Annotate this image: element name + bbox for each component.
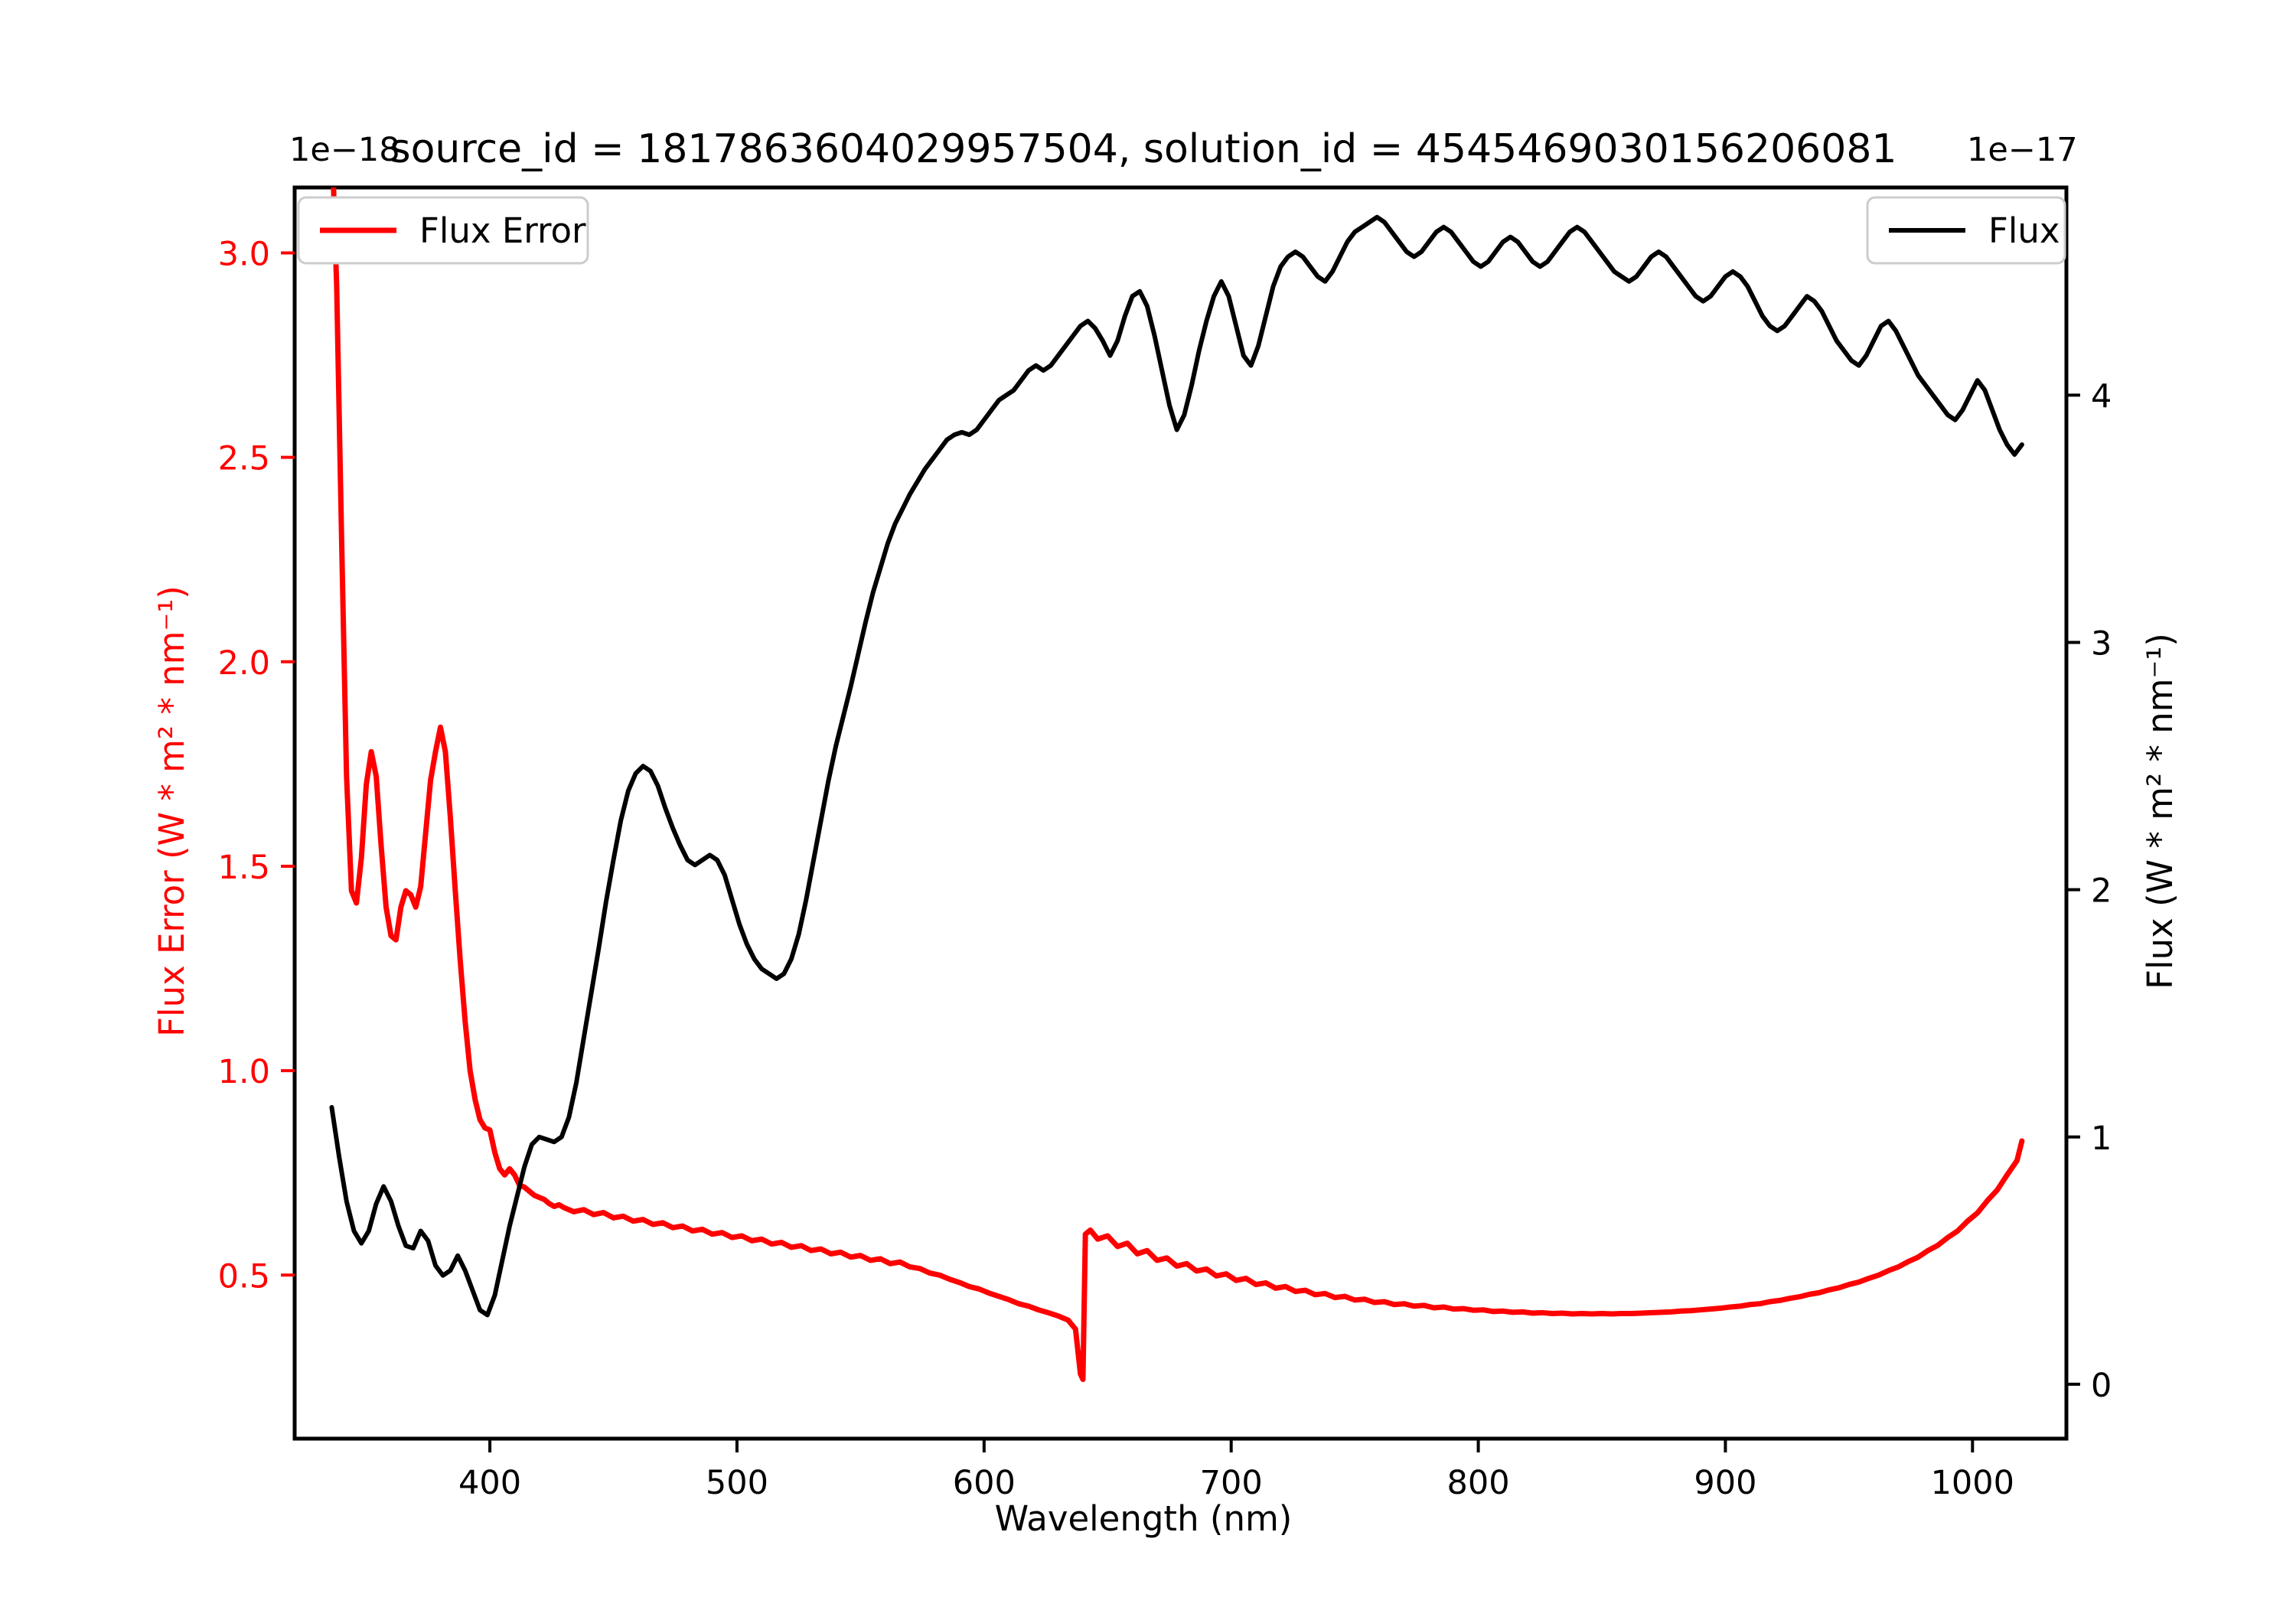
flux-error-legend-label: Flux Error [419,210,586,251]
left-axis-offset-text: 1e−18 [289,131,400,169]
right-y-tick-label: 3 [2091,625,2112,663]
axes-spines [292,185,2069,1441]
flux-legend-box[interactable] [1866,196,2066,265]
flux-error-line [331,187,2025,1383]
x-tick-label: 800 [1447,1464,1510,1502]
x-axis-ticks: 400 500 600 700 800 900 1000 [458,1439,2014,1502]
axes-frame [292,185,2069,1441]
left-y-tick-label: 2.0 [218,644,270,683]
x-tick-label: 600 [953,1464,1016,1502]
left-y-tick-label: 2.5 [218,440,270,478]
x-axis-label: Wavelength (nm) [995,1498,1293,1539]
left-y-axis-ticks: 3.0 2.5 2.0 1.5 1.0 0.5 [218,235,295,1296]
plot-title: source_id = 1817863604029957504, solutio… [390,126,1896,172]
x-tick-label: 500 [706,1464,768,1502]
left-y-tick-label: 1.0 [218,1053,270,1091]
flux-legend-label: Flux [1988,210,2060,251]
right-y-tick-label: 0 [2091,1367,2112,1405]
x-tick-label: 400 [458,1464,521,1502]
x-tick-label: 900 [1694,1464,1756,1502]
right-y-tick-label: 4 [2091,377,2112,416]
flux-error-legend-box[interactable] [297,196,589,265]
right-y-axis-ticks: 4 3 2 1 0 [2066,377,2112,1405]
x-tick-label: 700 [1200,1464,1263,1502]
data-series-group [329,187,2025,1383]
right-axis-offset-text: 1e−17 [1967,131,2078,169]
right-y-tick-label: 2 [2091,872,2112,911]
left-y-tick-label: 3.0 [218,235,270,273]
left-y-tick-label: 0.5 [218,1257,270,1296]
flux-line [329,214,2024,1318]
left-y-tick-label: 1.5 [218,849,270,887]
right-y-tick-label: 1 [2091,1120,2112,1158]
x-tick-label: 1000 [1931,1464,2014,1502]
left-y-axis-label: Flux Error (W * m² * nm⁻¹) [152,585,192,1037]
flux-legend[interactable]: Flux [1866,196,2066,265]
flux-error-legend[interactable]: Flux Error [297,196,589,265]
right-y-axis-label: Flux (W * m² * nm⁻¹) [2140,633,2180,989]
